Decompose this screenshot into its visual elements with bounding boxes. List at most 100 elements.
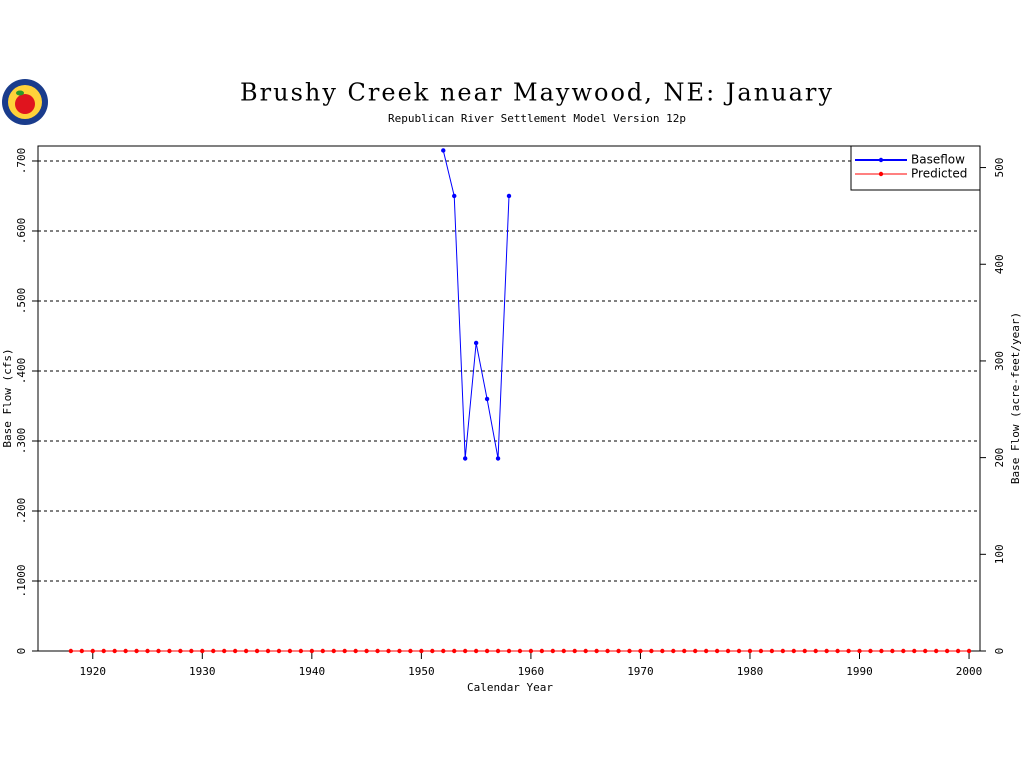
data-point <box>265 648 271 654</box>
data-point <box>572 648 577 654</box>
data-point <box>539 648 545 654</box>
data-point <box>79 648 85 654</box>
y-tick-label: 0 <box>15 648 28 655</box>
data-point <box>933 648 939 654</box>
data-point <box>944 648 950 654</box>
data-point <box>320 648 325 654</box>
data-point <box>583 648 588 654</box>
chart-subtitle: Republican River Settlement Model Versio… <box>388 112 686 125</box>
data-point <box>375 648 380 654</box>
data-point <box>353 648 358 654</box>
data-point <box>101 648 106 654</box>
data-point <box>495 648 501 654</box>
data-point <box>912 648 917 654</box>
x-tick-label: 1990 <box>846 665 873 678</box>
y-tick-label: .600 <box>15 218 28 245</box>
y-tick-label: .200 <box>15 498 28 525</box>
y-tick-label: .1000 <box>15 564 28 597</box>
data-point <box>616 648 621 654</box>
data-point <box>802 648 807 654</box>
x-tick-label: 1920 <box>80 665 107 678</box>
y2-tick-label: 0 <box>993 648 1006 655</box>
y2-tick-label: 100 <box>993 544 1006 564</box>
data-point <box>484 396 490 402</box>
data-point <box>397 648 402 654</box>
legend-label: Baseflow <box>911 153 965 167</box>
data-point <box>736 648 742 654</box>
data-point <box>178 648 183 654</box>
data-point <box>156 648 161 654</box>
data-point <box>769 648 775 654</box>
data-point <box>243 648 249 654</box>
y-axis-label: Base Flow (cfs) <box>1 348 14 447</box>
data-point <box>714 648 720 654</box>
data-point <box>200 648 205 654</box>
legend-label: Predicted <box>911 167 967 181</box>
x-tick-label: 2000 <box>956 665 983 678</box>
data-point <box>693 648 698 654</box>
data-point <box>90 648 95 654</box>
y-tick-label: .400 <box>15 358 28 385</box>
data-point <box>966 648 972 654</box>
data-point <box>671 648 676 654</box>
chart-title: Brushy Creek near Maywood, NE: January <box>240 79 834 107</box>
logo-apple <box>15 94 35 114</box>
x-tick-label: 1970 <box>627 665 654 678</box>
data-point <box>780 648 786 654</box>
data-point <box>813 648 818 654</box>
data-point <box>857 648 862 654</box>
data-point <box>923 648 928 654</box>
data-point <box>550 648 556 654</box>
data-point <box>890 648 895 654</box>
data-point <box>276 648 282 654</box>
y-tick-label: .500 <box>15 288 28 315</box>
data-point <box>462 456 468 461</box>
logo-leaf <box>16 90 24 96</box>
data-point <box>254 648 260 654</box>
data-point <box>167 648 172 654</box>
data-point <box>649 648 654 654</box>
data-point <box>408 648 413 654</box>
y-tick-label: .300 <box>15 428 28 455</box>
data-point <box>660 648 665 654</box>
data-point <box>222 648 227 654</box>
data-point <box>901 648 906 654</box>
data-point <box>331 648 336 654</box>
data-point <box>638 648 643 654</box>
data-point <box>484 648 490 654</box>
legend-marker <box>878 157 884 163</box>
data-point <box>145 648 150 654</box>
data-point <box>68 648 74 654</box>
data-point <box>473 648 479 654</box>
data-point <box>725 648 731 654</box>
data-point <box>605 648 610 654</box>
data-point <box>791 648 796 654</box>
data-point <box>232 648 238 654</box>
x-tick-label: 1950 <box>408 665 435 678</box>
y-tick-label: .700 <box>15 148 28 175</box>
data-point <box>123 648 128 654</box>
y2-tick-label: 400 <box>993 254 1006 274</box>
data-point <box>955 648 961 654</box>
data-point <box>747 648 753 654</box>
data-point <box>846 648 851 654</box>
data-point <box>758 648 764 654</box>
plot-frame <box>37 145 981 652</box>
data-point <box>441 648 446 654</box>
y2-tick-label: 300 <box>993 351 1006 371</box>
data-point <box>364 648 369 654</box>
y2-axis-label: Base Flow (acre-feet/year) <box>1009 312 1022 484</box>
x-tick-label: 1960 <box>518 665 545 678</box>
data-point <box>627 648 632 654</box>
data-point <box>386 648 391 654</box>
data-point <box>342 648 347 654</box>
data-point <box>287 648 293 654</box>
data-point <box>211 648 216 654</box>
data-point <box>462 648 468 654</box>
data-point <box>682 648 687 654</box>
data-point <box>134 648 139 654</box>
legend-box <box>850 145 981 191</box>
data-point <box>824 648 829 654</box>
data-point <box>703 648 709 654</box>
